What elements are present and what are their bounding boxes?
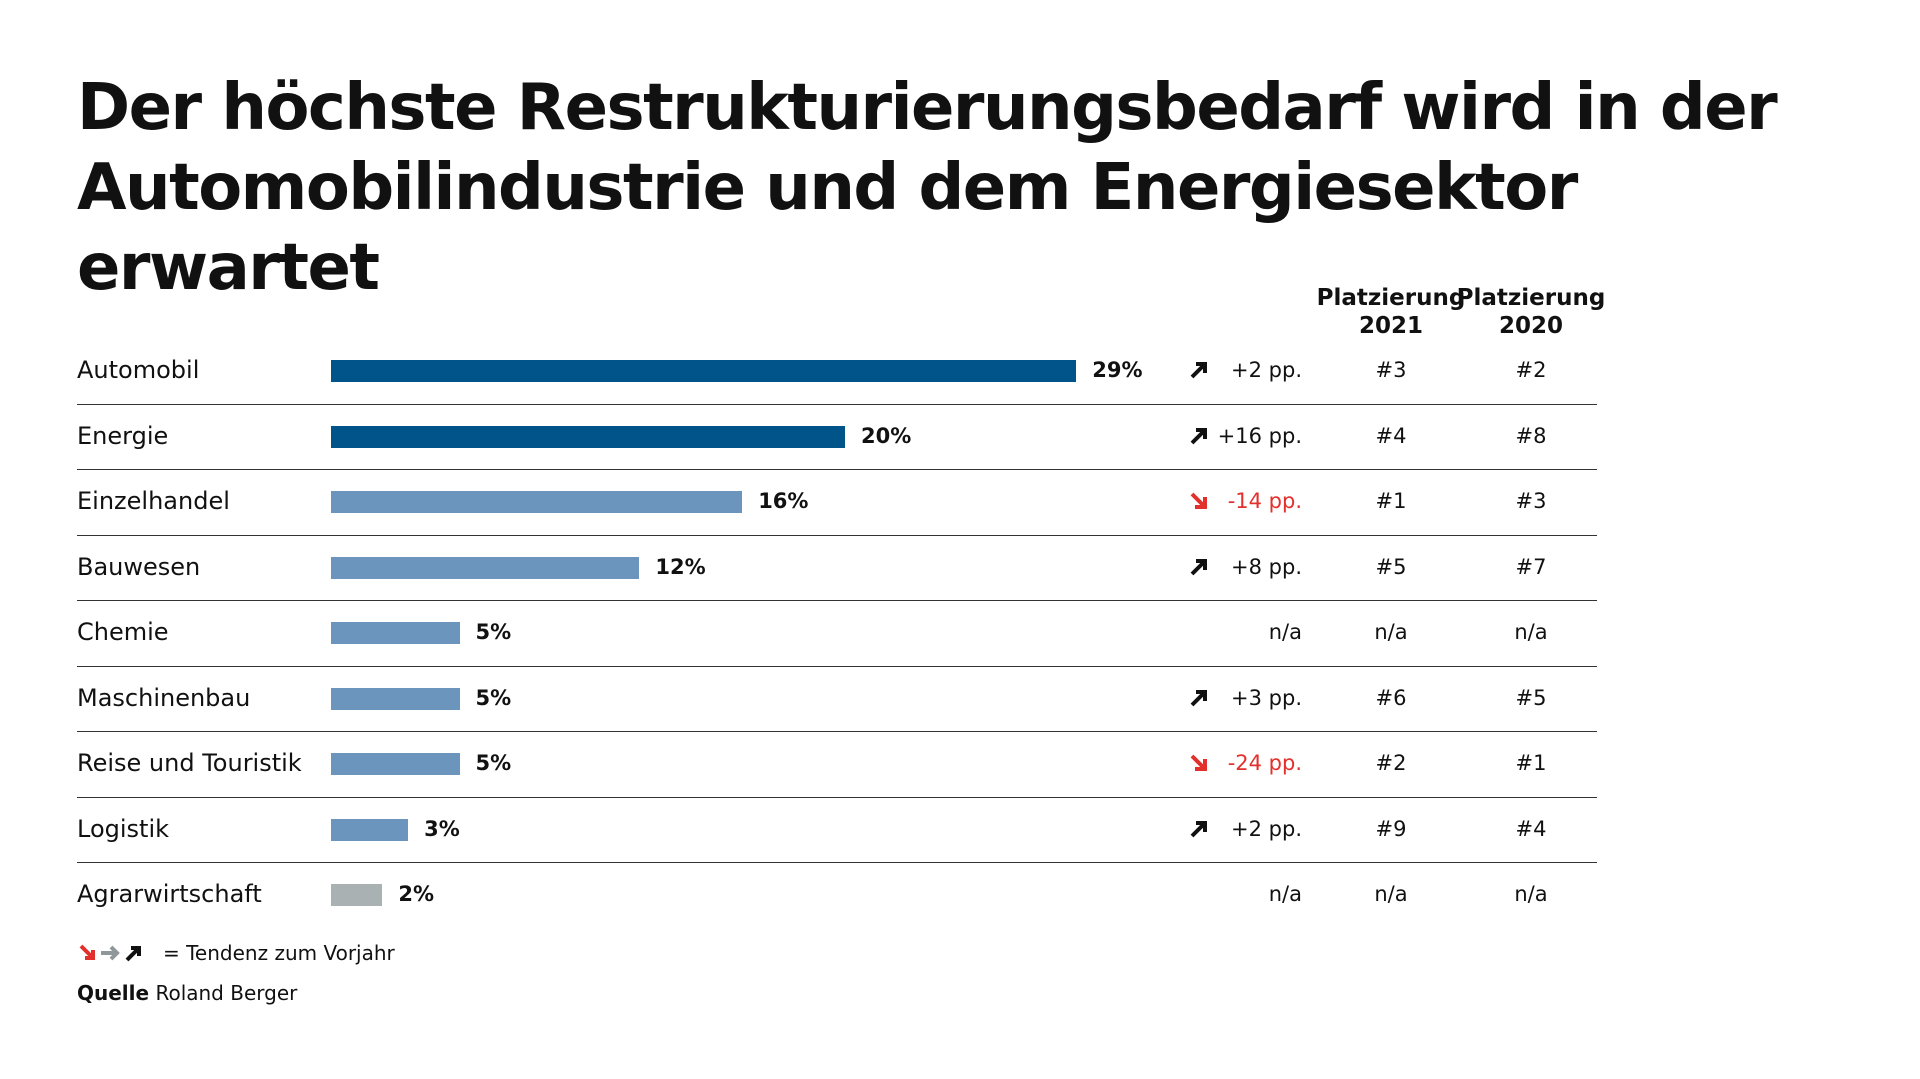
rank-2020: #7 bbox=[1515, 554, 1547, 579]
header-rank-2021: Platzierung 2021 bbox=[1316, 285, 1466, 339]
source-value: Roland Berger bbox=[155, 981, 298, 1005]
bar bbox=[331, 556, 640, 579]
rank-2020: #1 bbox=[1515, 751, 1547, 775]
table-row: Logistik 3% +2 pp. #9 #4 bbox=[77, 797, 1597, 863]
bar bbox=[331, 622, 460, 644]
rank-2021: #5 bbox=[1375, 554, 1407, 579]
rank-2021: #4 bbox=[1375, 423, 1407, 448]
bar bbox=[331, 360, 1077, 382]
rank-2021: #6 bbox=[1375, 685, 1407, 710]
category-label: Maschinenbau bbox=[77, 683, 251, 712]
table-row: Einzelhandel 16% -14 pp. #1 #3 bbox=[77, 469, 1597, 536]
change-label: -24 pp. bbox=[1227, 751, 1302, 775]
rank-2020: #3 bbox=[1515, 489, 1547, 513]
change-label: n/a bbox=[1268, 620, 1302, 644]
arrow-up-right-icon bbox=[1190, 427, 1207, 444]
table-row: Bauwesen 12% +8 pp. #5 #7 bbox=[77, 535, 1597, 601]
rank-2020: n/a bbox=[1514, 882, 1548, 906]
source: Quelle Roland Berger bbox=[77, 981, 297, 1005]
rank-2021: n/a bbox=[1374, 620, 1408, 644]
value-label: 3% bbox=[424, 816, 460, 841]
rank-2020: n/a bbox=[1514, 620, 1548, 644]
arrow-up-right-icon bbox=[1190, 820, 1207, 837]
trend-arrows-icon bbox=[79, 944, 141, 962]
category-label: Reise und Touristik bbox=[77, 749, 302, 777]
table-row: Maschinenbau 5% +3 pp. #6 #5 bbox=[77, 666, 1597, 732]
bar bbox=[331, 491, 743, 513]
header-rank-2020: Platzierung 2020 bbox=[1456, 285, 1606, 339]
rank-2021: #9 bbox=[1375, 816, 1407, 841]
category-label: Einzelhandel bbox=[77, 487, 230, 515]
rank-2021: #1 bbox=[1375, 489, 1407, 513]
rank-2020: #8 bbox=[1515, 423, 1547, 448]
legend: = Tendenz zum Vorjahr bbox=[77, 941, 395, 965]
table-row: Chemie 5% n/a n/a n/a bbox=[77, 600, 1597, 667]
table-row: Automobil 29% +2 pp. #3 #2 bbox=[77, 338, 1597, 405]
value-label: 16% bbox=[758, 489, 809, 513]
rank-2021: #3 bbox=[1375, 358, 1407, 382]
change-label: +8 pp. bbox=[1231, 554, 1302, 579]
value-label: 20% bbox=[861, 423, 912, 448]
rank-2020: #4 bbox=[1515, 816, 1547, 841]
value-label: 2% bbox=[398, 882, 435, 906]
value-label: 5% bbox=[475, 751, 512, 775]
rank-2020: #2 bbox=[1515, 358, 1547, 382]
arrow-down-right-icon bbox=[1190, 492, 1207, 509]
change-label: +2 pp. bbox=[1231, 358, 1302, 382]
change-label: +2 pp. bbox=[1231, 816, 1302, 841]
value-label: 5% bbox=[475, 685, 512, 710]
value-label: 29% bbox=[1092, 358, 1143, 382]
table-row: Energie 20% +16 pp. #4 #8 bbox=[77, 404, 1597, 470]
change-label: +3 pp. bbox=[1231, 685, 1302, 710]
arrow-up-right-icon bbox=[1190, 362, 1207, 379]
arrow-down-right-icon bbox=[1190, 754, 1207, 771]
arrow-up-right-icon bbox=[1190, 558, 1207, 575]
rank-2021: n/a bbox=[1374, 882, 1408, 906]
category-label: Agrarwirtschaft bbox=[77, 880, 262, 908]
category-label: Chemie bbox=[77, 618, 169, 646]
category-label: Energie bbox=[77, 421, 169, 450]
change-label: +16 pp. bbox=[1217, 423, 1302, 448]
table-row: Agrarwirtschaft 2% n/a n/a n/a bbox=[77, 862, 1597, 928]
rank-2021: #2 bbox=[1375, 751, 1407, 775]
legend-text: = Tendenz zum Vorjahr bbox=[163, 941, 395, 965]
bar bbox=[331, 425, 845, 448]
category-label: Logistik bbox=[77, 814, 170, 843]
rank-2020: #5 bbox=[1515, 685, 1547, 710]
bar bbox=[331, 818, 409, 841]
value-label: 5% bbox=[475, 620, 512, 644]
category-label: Bauwesen bbox=[77, 552, 201, 581]
table-row: Reise und Touristik 5% -24 pp. #2 #1 bbox=[77, 731, 1597, 798]
chart-title: Der höchste Restrukturierungsbedarf wird… bbox=[77, 71, 1778, 305]
change-label: -14 pp. bbox=[1227, 489, 1302, 513]
change-label: n/a bbox=[1268, 882, 1302, 906]
bar bbox=[331, 753, 460, 775]
bar bbox=[331, 687, 460, 710]
category-label: Automobil bbox=[77, 356, 200, 384]
bar bbox=[331, 884, 383, 906]
arrow-up-right-icon bbox=[1190, 689, 1207, 706]
value-label: 12% bbox=[655, 554, 706, 579]
source-label: Quelle bbox=[77, 981, 150, 1005]
